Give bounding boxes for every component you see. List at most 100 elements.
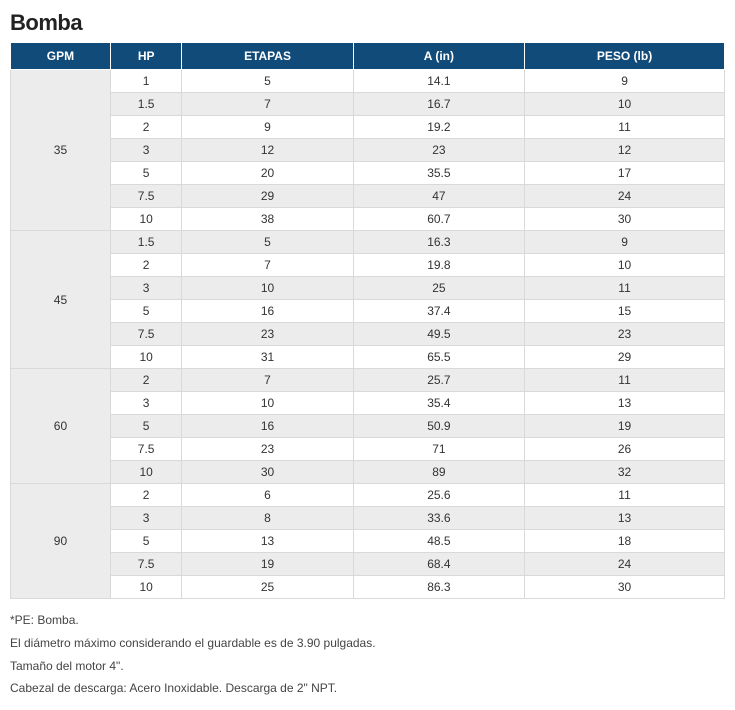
a-cell: 16.7 xyxy=(353,93,524,116)
hp-cell: 3 xyxy=(110,507,181,530)
hp-cell: 5 xyxy=(110,415,181,438)
etapas-cell: 12 xyxy=(182,139,353,162)
etapas-cell: 16 xyxy=(182,300,353,323)
page-title: Bomba xyxy=(10,10,725,36)
hp-cell: 5 xyxy=(110,162,181,185)
table-row: 7.52349.523 xyxy=(11,323,725,346)
hp-cell: 7.5 xyxy=(110,185,181,208)
hp-cell: 2 xyxy=(110,369,181,392)
a-cell: 25.6 xyxy=(353,484,524,507)
peso-cell: 17 xyxy=(525,162,725,185)
footnote: *PE: Bomba. xyxy=(10,609,725,632)
a-cell: 47 xyxy=(353,185,524,208)
etapas-cell: 5 xyxy=(182,70,353,93)
footnotes: *PE: Bomba. El diámetro máximo considera… xyxy=(10,609,725,700)
hp-cell: 3 xyxy=(110,277,181,300)
peso-cell: 32 xyxy=(525,461,725,484)
etapas-cell: 9 xyxy=(182,116,353,139)
peso-cell: 12 xyxy=(525,139,725,162)
a-cell: 25 xyxy=(353,277,524,300)
etapas-cell: 25 xyxy=(182,576,353,599)
gpm-cell: 90 xyxy=(11,484,111,599)
table-row: 51348.518 xyxy=(11,530,725,553)
col-header-peso: PESO (lb) xyxy=(525,43,725,70)
peso-cell: 11 xyxy=(525,116,725,139)
etapas-cell: 29 xyxy=(182,185,353,208)
hp-cell: 2 xyxy=(110,254,181,277)
table-body: 351514.191.5716.7102919.211312231252035.… xyxy=(11,70,725,599)
etapas-cell: 6 xyxy=(182,484,353,507)
hp-cell: 10 xyxy=(110,576,181,599)
table-row: 102586.330 xyxy=(11,576,725,599)
table-row: 7.5237126 xyxy=(11,438,725,461)
etapas-cell: 16 xyxy=(182,415,353,438)
hp-cell: 3 xyxy=(110,392,181,415)
peso-cell: 18 xyxy=(525,530,725,553)
table-row: 103860.730 xyxy=(11,208,725,231)
peso-cell: 19 xyxy=(525,415,725,438)
footnote: El diámetro máximo considerando el guard… xyxy=(10,632,725,655)
hp-cell: 2 xyxy=(110,484,181,507)
peso-cell: 9 xyxy=(525,70,725,93)
table-row: 3833.613 xyxy=(11,507,725,530)
hp-cell: 10 xyxy=(110,346,181,369)
peso-cell: 9 xyxy=(525,231,725,254)
a-cell: 35.4 xyxy=(353,392,524,415)
table-row: 902625.611 xyxy=(11,484,725,507)
a-cell: 49.5 xyxy=(353,323,524,346)
table-row: 451.5516.39 xyxy=(11,231,725,254)
peso-cell: 24 xyxy=(525,185,725,208)
table-row: 103165.529 xyxy=(11,346,725,369)
a-cell: 89 xyxy=(353,461,524,484)
peso-cell: 30 xyxy=(525,208,725,231)
hp-cell: 7.5 xyxy=(110,553,181,576)
table-row: 3102511 xyxy=(11,277,725,300)
etapas-cell: 30 xyxy=(182,461,353,484)
peso-cell: 24 xyxy=(525,553,725,576)
hp-cell: 5 xyxy=(110,530,181,553)
etapas-cell: 7 xyxy=(182,93,353,116)
table-header-row: GPM HP ETAPAS A (in) PESO (lb) xyxy=(11,43,725,70)
peso-cell: 30 xyxy=(525,576,725,599)
a-cell: 14.1 xyxy=(353,70,524,93)
table-row: 351514.19 xyxy=(11,70,725,93)
a-cell: 50.9 xyxy=(353,415,524,438)
col-header-etapas: ETAPAS xyxy=(182,43,353,70)
hp-cell: 5 xyxy=(110,300,181,323)
gpm-cell: 60 xyxy=(11,369,111,484)
hp-cell: 7.5 xyxy=(110,323,181,346)
a-cell: 23 xyxy=(353,139,524,162)
table-row: 52035.517 xyxy=(11,162,725,185)
etapas-cell: 7 xyxy=(182,254,353,277)
a-cell: 68.4 xyxy=(353,553,524,576)
col-header-gpm: GPM xyxy=(11,43,111,70)
etapas-cell: 23 xyxy=(182,438,353,461)
footnote: Cabezal de descarga: Acero Inoxidable. D… xyxy=(10,677,725,700)
table-row: 7.5294724 xyxy=(11,185,725,208)
a-cell: 86.3 xyxy=(353,576,524,599)
a-cell: 35.5 xyxy=(353,162,524,185)
etapas-cell: 10 xyxy=(182,392,353,415)
table-row: 51650.919 xyxy=(11,415,725,438)
col-header-hp: HP xyxy=(110,43,181,70)
etapas-cell: 10 xyxy=(182,277,353,300)
peso-cell: 13 xyxy=(525,392,725,415)
etapas-cell: 8 xyxy=(182,507,353,530)
footnote: Tamaño del motor 4". xyxy=(10,655,725,678)
hp-cell: 1 xyxy=(110,70,181,93)
table-row: 2919.211 xyxy=(11,116,725,139)
etapas-cell: 19 xyxy=(182,553,353,576)
peso-cell: 13 xyxy=(525,507,725,530)
hp-cell: 7.5 xyxy=(110,438,181,461)
hp-cell: 1.5 xyxy=(110,93,181,116)
table-row: 51637.415 xyxy=(11,300,725,323)
etapas-cell: 13 xyxy=(182,530,353,553)
bomba-table: GPM HP ETAPAS A (in) PESO (lb) 351514.19… xyxy=(10,42,725,599)
a-cell: 60.7 xyxy=(353,208,524,231)
a-cell: 48.5 xyxy=(353,530,524,553)
table-row: 1.5716.710 xyxy=(11,93,725,116)
a-cell: 65.5 xyxy=(353,346,524,369)
col-header-a: A (in) xyxy=(353,43,524,70)
hp-cell: 3 xyxy=(110,139,181,162)
a-cell: 71 xyxy=(353,438,524,461)
